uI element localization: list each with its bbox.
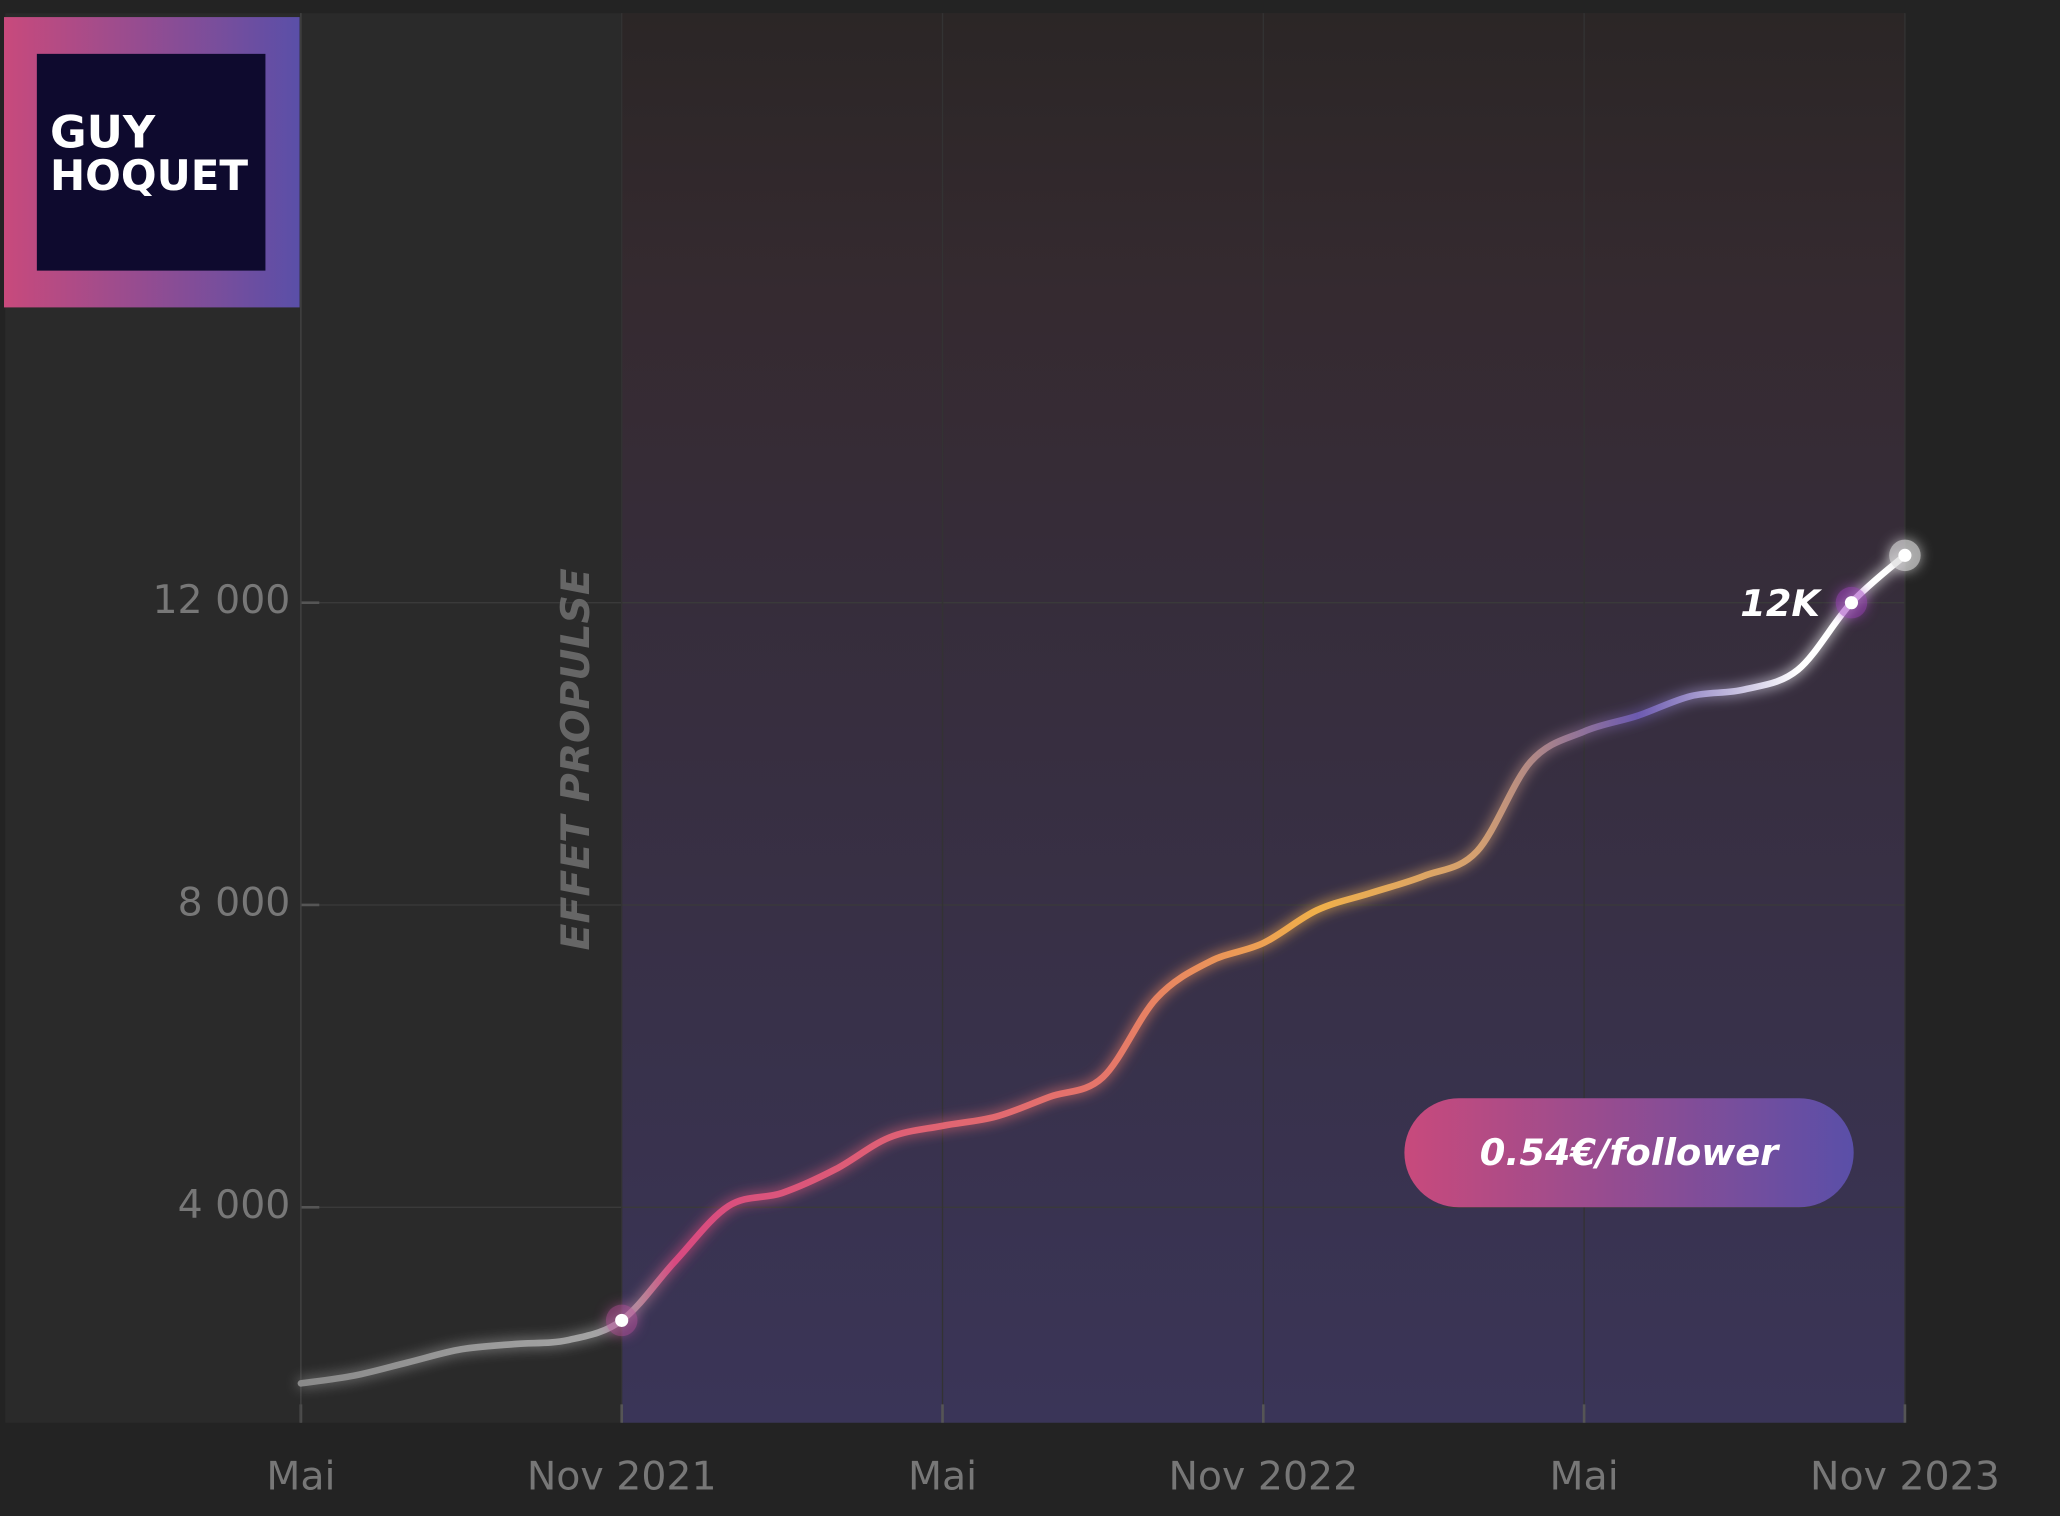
annotation-point	[1844, 596, 1859, 610]
line-series	[297, 552, 1909, 1387]
y-tick-label: 4 000	[178, 1182, 291, 1228]
y-tick-label: 8 000	[178, 879, 291, 925]
x-tick-label: Nov 2022	[1168, 1454, 1358, 1500]
x-tick-label: Nov 2021	[527, 1454, 717, 1500]
x-tick-label: Mai	[266, 1454, 335, 1500]
x-tick-label: Mai	[908, 1454, 977, 1500]
x-tick-label: Mai	[1550, 1454, 1619, 1500]
badge-text: 0.54€/follower	[1480, 1131, 1781, 1174]
annotation-label: 12K	[1740, 582, 1822, 625]
highlight-point	[615, 1313, 629, 1327]
badge	[1404, 1098, 1854, 1208]
marker-label: EFFET PROPULSE	[553, 568, 599, 950]
logo-inner	[36, 53, 266, 271]
logo-text: GUY	[50, 106, 156, 158]
x-tick-label: Nov 2023	[1810, 1454, 2000, 1500]
logo-text: HOQUET	[50, 151, 248, 200]
end-point	[1898, 548, 1912, 562]
y-tick-label: 12 000	[153, 577, 291, 623]
